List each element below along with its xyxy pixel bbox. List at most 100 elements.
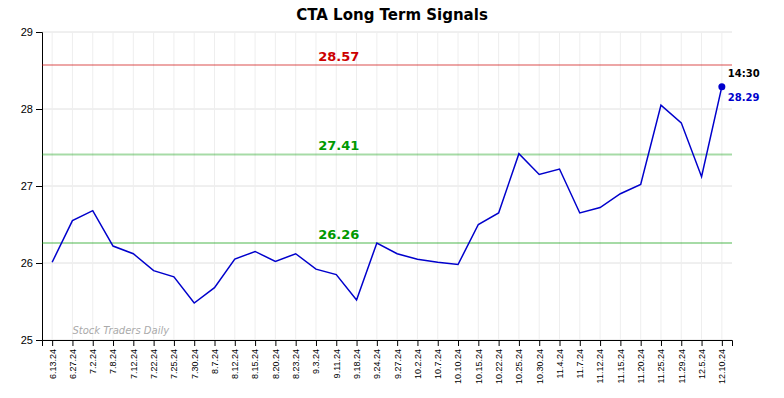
grid-line-x (92, 32, 93, 340)
x-tick-mark (417, 340, 418, 346)
x-tick: 11.4.24 (555, 340, 565, 378)
x-tick: 7.8.24 (108, 340, 118, 374)
grid-line-x (275, 32, 276, 340)
x-tick: 7.22.24 (149, 340, 159, 379)
x-tick: 10.25.24 (514, 340, 524, 384)
grid-line-x (315, 32, 316, 340)
texts: 28.5727.4126.2614:3028.29Stock Traders D… (72, 49, 759, 336)
x-tick: 8.20.24 (271, 340, 281, 379)
x-tick: 9.27.24 (393, 340, 403, 379)
x-tick-mark (133, 340, 134, 346)
grid-line-x (214, 32, 215, 340)
y-tick: 25 (21, 334, 42, 346)
grid-line-x (600, 32, 601, 340)
x-tick-label: 10.25.24 (514, 349, 524, 384)
reference-label: 28.57 (318, 49, 359, 64)
x-tick-label: 11.7.24 (575, 349, 585, 378)
x-tick-mark (458, 340, 459, 346)
x-tick-label: 8.15.24 (250, 349, 260, 379)
x-tick-label: 10.15.24 (474, 349, 484, 384)
plot-area: 25 26 27 28 29 6.13.24 6.27.24 7.2.24 7.8.24 7.12… (21, 26, 760, 384)
x-tick-label: 7.8.24 (108, 349, 118, 374)
x-tick-mark (52, 340, 53, 346)
grid-line-x (234, 32, 235, 340)
grid-line-x (640, 32, 641, 340)
y-tick-label: 25 (21, 334, 33, 346)
x-tick: 7.25.24 (169, 340, 179, 379)
grid-line-x (417, 32, 418, 340)
x-tick: 7.30.24 (190, 340, 200, 379)
grid-line-x (681, 32, 682, 340)
x-tick-mark (560, 340, 561, 346)
x-tick: 12.10.24 (717, 340, 727, 384)
x-tick-mark (397, 340, 398, 346)
x-tick-mark (113, 340, 114, 346)
chart-title: CTA Long Term Signals (296, 6, 488, 24)
x-tick-mark (93, 340, 94, 346)
grid-line-x (52, 32, 53, 340)
x-tick: 9.18.24 (352, 340, 362, 379)
x-tick-label: 6.13.24 (48, 349, 58, 379)
x-tick: 8.12.24 (230, 340, 240, 379)
x-tick-mark (235, 340, 236, 346)
x-tick: 9.24.24 (372, 340, 382, 379)
reference-line (42, 64, 732, 66)
x-tick: 12.5.24 (697, 340, 707, 379)
x-tick-mark (377, 340, 378, 346)
data-line (52, 87, 722, 303)
x-tick: 11.25.24 (656, 340, 666, 383)
y-tick: 29 (21, 26, 42, 38)
x-tick: 10.7.24 (433, 340, 443, 379)
grid-line-x (153, 32, 154, 340)
y-tick-mark (36, 186, 42, 187)
grid-line-x (397, 32, 398, 340)
x-tick-label: 10.2.24 (413, 349, 423, 379)
x-tick-mark (661, 340, 662, 346)
x-tick-label: 8.23.24 (291, 349, 301, 379)
x-tick-label: 11.29.24 (677, 349, 687, 383)
grid-line-x (620, 32, 621, 340)
grid-line-x (255, 32, 256, 340)
y-tick: 26 (21, 257, 42, 269)
x-tick-mark (519, 340, 520, 346)
x-tick-mark (600, 340, 601, 346)
x-tick-mark (154, 340, 155, 346)
x-tick-mark (255, 340, 256, 346)
x-tick-mark (539, 340, 540, 346)
x-tick: 7.12.24 (129, 340, 139, 379)
reference-label: 27.41 (318, 138, 359, 153)
x-tick-mark (702, 340, 703, 346)
x-tick-mark (620, 340, 621, 346)
x-tick-mark (194, 340, 195, 346)
y-tick-mark (36, 32, 42, 33)
x-tick-label: 10.7.24 (433, 349, 443, 379)
grid-line-y (42, 109, 732, 110)
x-tick-label: 9.27.24 (393, 349, 403, 379)
x-tick: 8.7.24 (210, 340, 220, 374)
y-axis: 25 26 27 28 29 (21, 26, 43, 346)
x-tick-label: 11.20.24 (636, 349, 646, 383)
x-tick: 6.27.24 (68, 340, 78, 379)
last-point (718, 83, 725, 90)
grid-line-x (295, 32, 296, 340)
x-tick-mark (275, 340, 276, 346)
marks (42, 65, 732, 303)
x-tick-mark (72, 340, 73, 346)
grid-line-x (498, 32, 499, 340)
x-tick: 7.2.24 (88, 340, 98, 374)
y-tick-label: 26 (21, 257, 33, 269)
y-tick-label: 27 (21, 180, 33, 192)
grid-line-x (133, 32, 134, 340)
x-tick: 11.12.24 (595, 340, 605, 383)
y-tick: 28 (21, 103, 42, 115)
x-tick-mark (478, 340, 479, 346)
x-tick: 11.15.24 (616, 340, 626, 383)
y-tick-mark (36, 263, 42, 264)
x-tick: 11.29.24 (677, 340, 687, 383)
y-tick-mark (36, 109, 42, 110)
x-tick: 10.22.24 (494, 340, 504, 384)
grid-line-x (518, 32, 519, 340)
x-tick-label: 12.10.24 (717, 349, 727, 384)
y-tick: 27 (21, 180, 42, 192)
x-tick-label: 7.2.24 (88, 349, 98, 374)
